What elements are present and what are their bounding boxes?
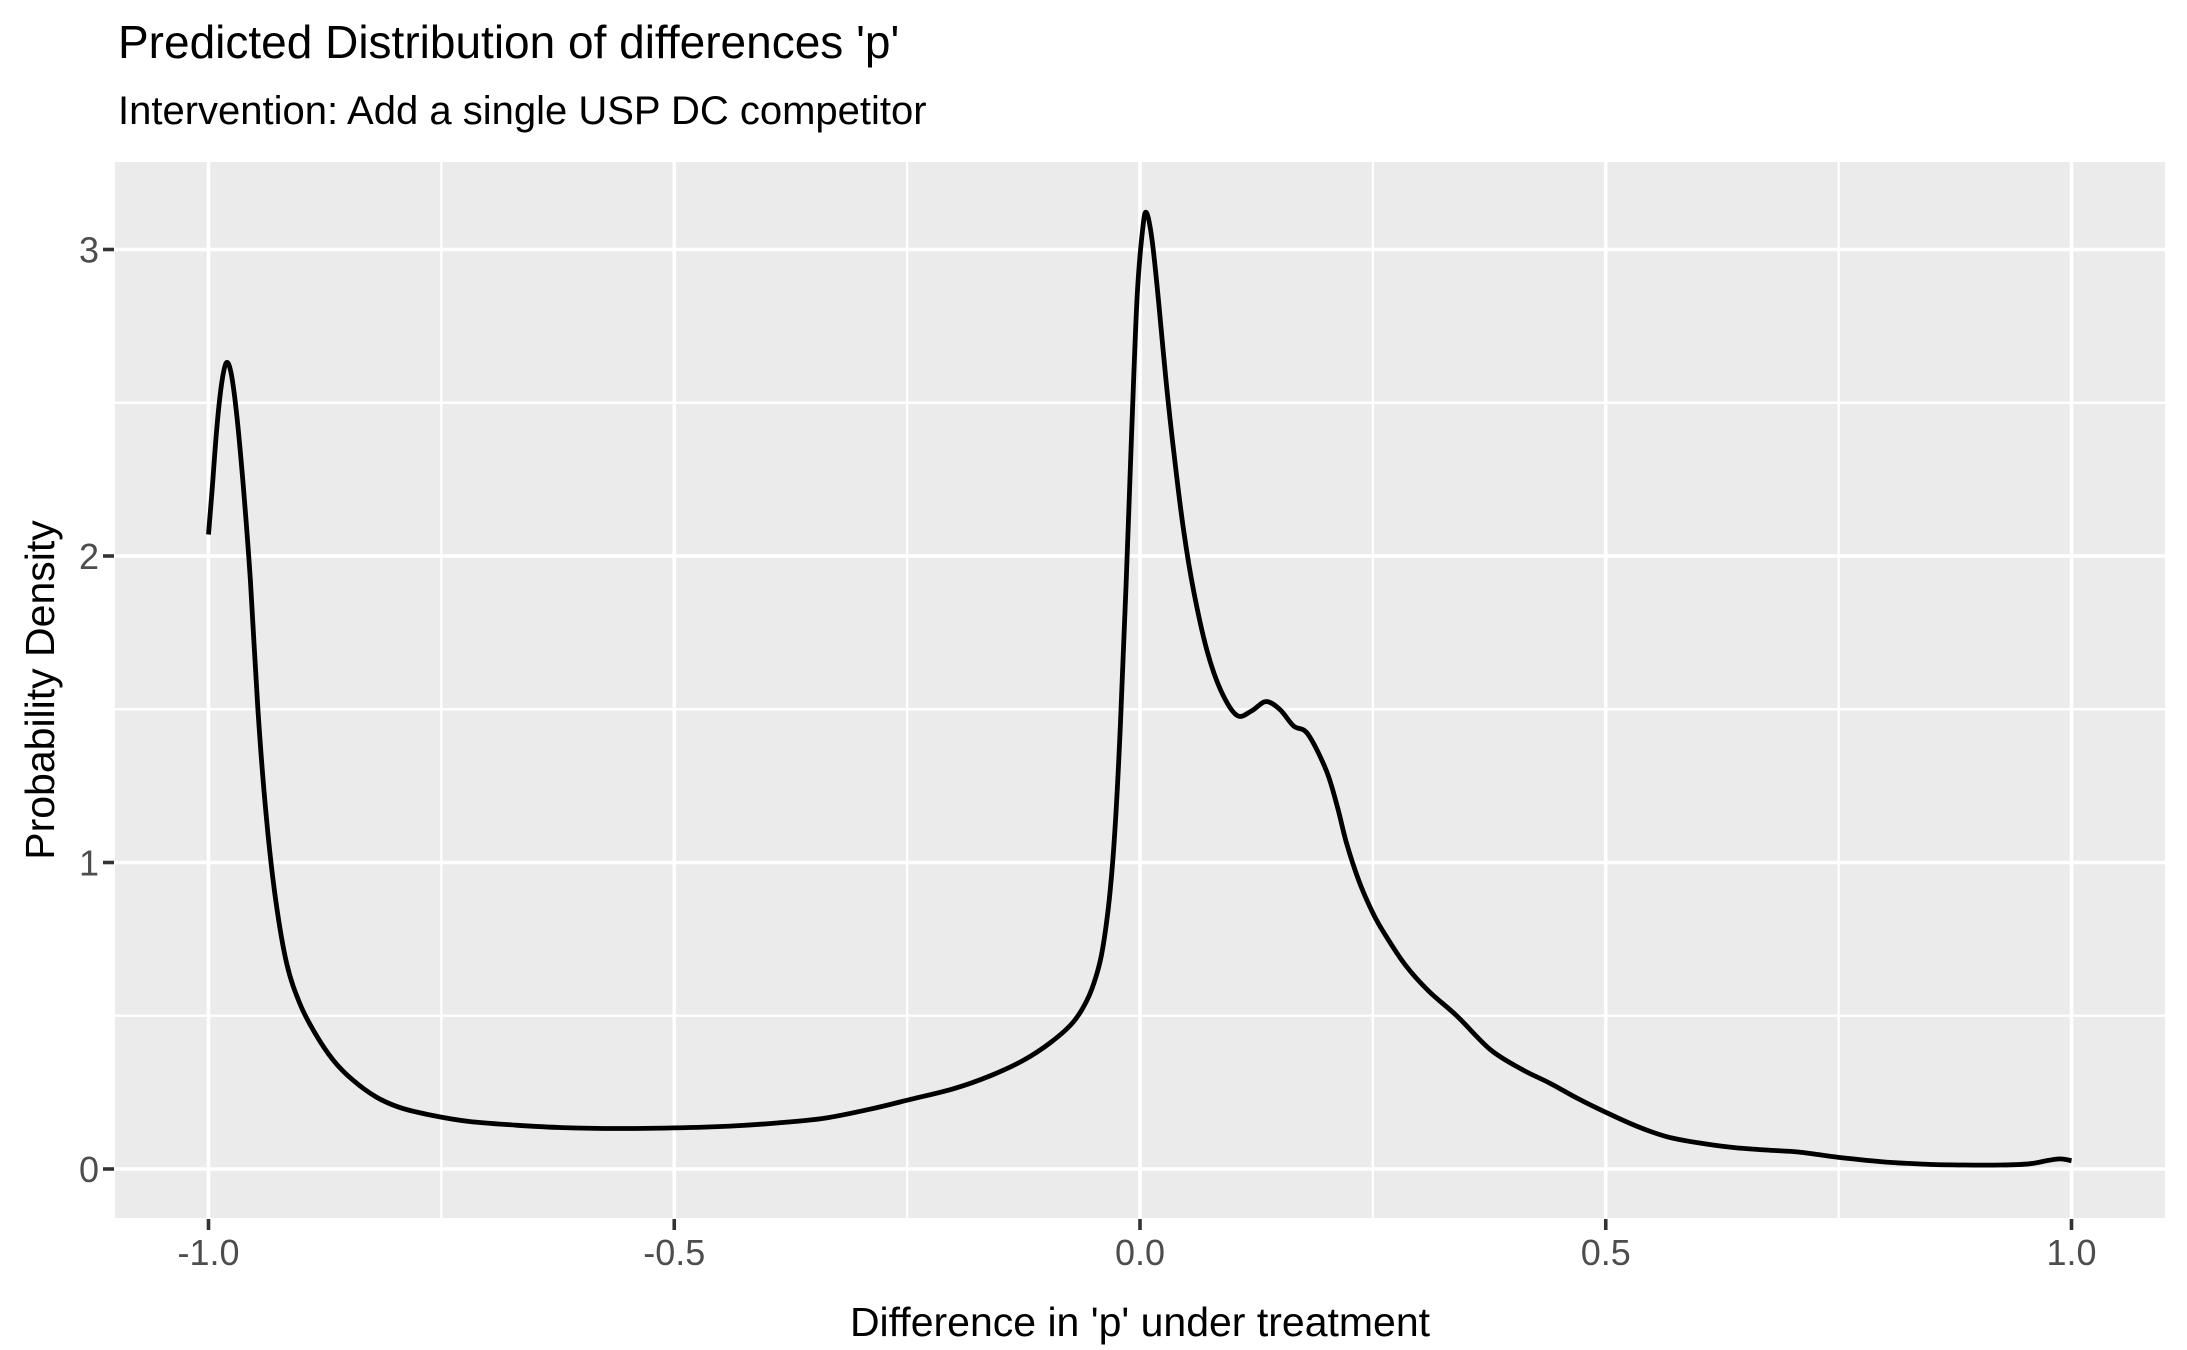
page-title: Predicted Distribution of differences 'p… — [118, 16, 900, 68]
y-tick-label: 3 — [79, 230, 99, 271]
x-tick-label: -0.5 — [643, 1232, 705, 1273]
y-tick-label: 2 — [79, 536, 99, 577]
page-subtitle: Intervention: Add a single USP DC compet… — [118, 89, 927, 133]
x-tick-label: 0.5 — [1581, 1232, 1631, 1273]
y-axis-title: Probability Density — [17, 520, 63, 860]
x-tick-label: 1.0 — [2046, 1232, 2096, 1273]
x-tick-label: 0.0 — [1115, 1232, 1165, 1273]
y-tick-labels: 0 1 2 3 — [79, 230, 99, 1191]
x-tick-labels: -1.0 -0.5 0.0 0.5 1.0 — [177, 1232, 2096, 1273]
y-tick-label: 0 — [79, 1149, 99, 1190]
x-axis-title: Difference in 'p' under treatment — [850, 1299, 1431, 1345]
x-tick-label: -1.0 — [177, 1232, 239, 1273]
axis-tick-marks — [103, 247, 2074, 1230]
y-tick-label: 1 — [79, 843, 99, 884]
density-curve — [206, 209, 2072, 1168]
